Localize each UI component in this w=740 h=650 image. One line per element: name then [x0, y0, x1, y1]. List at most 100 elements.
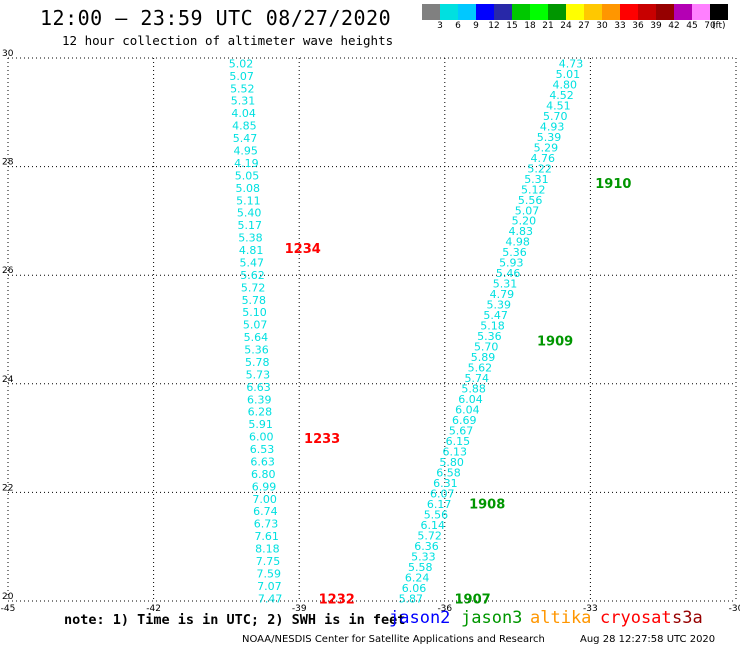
wave-height-value: 5.36: [477, 330, 502, 343]
wave-height-value: 4.52: [549, 89, 574, 102]
colorbar-label: 45: [686, 21, 698, 31]
wave-height-value: 5.17: [238, 219, 263, 232]
wave-height-value: 5.08: [235, 182, 260, 195]
wave-height-value: 5.18: [480, 320, 505, 333]
wave-height-value: 5.31: [231, 95, 256, 108]
track-cryosat: 5.025.075.525.314.044.855.474.954.195.05…: [229, 57, 355, 607]
wave-height-value: 6.31: [433, 477, 458, 490]
colorbar-label: 9: [473, 21, 479, 31]
wave-height-value: 4.19: [234, 157, 259, 170]
wave-height-value: 4.98: [505, 236, 530, 249]
wave-height-value: 4.83: [508, 225, 533, 238]
colorbar-labels: 3 6 9 12 15 18 21 24 27 30 33 36 39 42 45 70: [422, 21, 740, 33]
wave-height-value: 6.73: [254, 518, 279, 531]
colorbar-label: 3: [437, 21, 443, 31]
pass-time-label: 1907: [455, 592, 491, 607]
wave-height-value: 6.04: [455, 404, 480, 417]
colorbar-label: 42: [668, 21, 680, 31]
chart-subtitle: 12 hour collection of altimeter wave hei…: [62, 33, 394, 48]
pass-time-label: 1909: [537, 334, 573, 349]
colorbar-cell: [548, 4, 566, 20]
colorbar-label: 18: [524, 21, 536, 31]
x-tick-label: -36: [437, 604, 452, 614]
wave-height-value: 5.20: [512, 215, 537, 228]
wave-height-value: 5.58: [408, 561, 433, 574]
wave-height-value: 5.40: [237, 207, 262, 220]
wave-height-value: 5.22: [527, 162, 552, 175]
x-tick-label: -39: [292, 604, 307, 614]
wave-height-value: 4.80: [552, 78, 577, 91]
wave-height-value: 6.24: [405, 571, 430, 584]
wave-height-value: 4.04: [231, 107, 256, 120]
wave-height-value: 6.04: [458, 393, 483, 406]
footer-note: note: 1) Time is in UTC; 2) SWH is in fe…: [64, 612, 406, 628]
axis-ticks: -45 -42 -39 -36 -33 -30 20 22 24 26 28 30: [1, 49, 740, 614]
wave-height-value: 5.31: [493, 278, 518, 291]
grid: [7, 57, 737, 602]
wave-height-value: 5.73: [246, 368, 271, 381]
wave-height-value: 5.10: [242, 306, 267, 319]
wave-height-value: 5.46: [496, 267, 521, 280]
colorbar-cell: [458, 4, 476, 20]
footer-credit: NOAA/NESDIS Center for Satellite Applica…: [242, 634, 545, 645]
wave-height-value: 7.61: [254, 530, 279, 543]
colorbar-label: 12: [488, 21, 500, 31]
legend-cryosat: cryosat: [600, 608, 672, 628]
wave-height-value: 5.36: [244, 344, 269, 357]
wave-height-value: 4.79: [490, 288, 515, 301]
colorbar-label: 27: [578, 21, 590, 31]
colorbar-cell: [512, 4, 530, 20]
wave-height-value: 5.64: [244, 331, 269, 344]
y-tick-label: 20: [2, 592, 14, 602]
colorbar-label: 30: [596, 21, 608, 31]
wave-height-value: 5.72: [417, 529, 442, 542]
wave-height-value: 5.05: [235, 169, 260, 182]
wave-height-value: 4.85: [232, 120, 257, 133]
legend-altika: altika: [530, 608, 592, 628]
wave-height-value: 5.29: [534, 141, 559, 154]
wave-height-value: 6.63: [246, 381, 271, 394]
wave-height-value: 6.69: [452, 414, 477, 427]
wave-height-value: 7.59: [256, 567, 281, 580]
colorbar-unit: (ft): [712, 21, 726, 31]
wave-height-value: 5.07: [229, 70, 254, 83]
x-tick-label: -42: [146, 604, 161, 614]
colorbar-cell: [440, 4, 458, 20]
y-tick-label: 26: [2, 266, 14, 276]
wave-height-value: 5.62: [468, 362, 493, 375]
wave-height-value: 5.56: [424, 508, 449, 521]
x-tick-label: -30: [729, 604, 740, 614]
wave-height-value: 5.02: [229, 57, 254, 70]
legend-jason2: jason2: [389, 608, 451, 628]
wave-height-value: 6.74: [253, 505, 278, 518]
wave-height-value: 5.07: [243, 319, 268, 332]
colorbar-cell: [638, 4, 656, 20]
wave-height-value: 7.07: [257, 580, 282, 593]
chart-title: 12:00 – 23:59 UTC 08/27/2020: [40, 6, 392, 30]
track-jason3: 4.735.014.804.524.515.704.935.395.294.76…: [399, 57, 632, 607]
y-tick-label: 30: [2, 49, 14, 59]
wave-height-value: 6.36: [414, 540, 439, 553]
x-tick-label: -45: [1, 604, 16, 614]
colorbar-cell: [692, 4, 710, 20]
colorbar-cell: [656, 4, 674, 20]
wave-height-value: 4.51: [546, 99, 571, 112]
wave-height-value: 4.93: [540, 120, 565, 133]
wave-height-value: 6.00: [249, 431, 274, 444]
wave-height-value: 5.31: [524, 173, 549, 186]
y-tick-label: 24: [2, 375, 14, 385]
wave-height-value: 6.14: [421, 519, 446, 532]
wave-height-value: 5.62: [240, 269, 265, 282]
wave-height-value: 6.58: [436, 466, 461, 479]
colorbar-cell: [602, 4, 620, 20]
colorbar-label: 33: [614, 21, 626, 31]
wave-height-value: 6.07: [430, 487, 455, 500]
wave-height-value: 5.91: [248, 418, 273, 431]
wave-height-value: 6.13: [443, 445, 468, 458]
wave-height-value: 5.78: [245, 356, 270, 369]
legend-jason3: jason3: [461, 608, 523, 628]
wave-height-value: 5.12: [521, 183, 546, 196]
wave-height-value: 6.80: [251, 468, 276, 481]
pass-time-label: 1232: [319, 592, 355, 607]
